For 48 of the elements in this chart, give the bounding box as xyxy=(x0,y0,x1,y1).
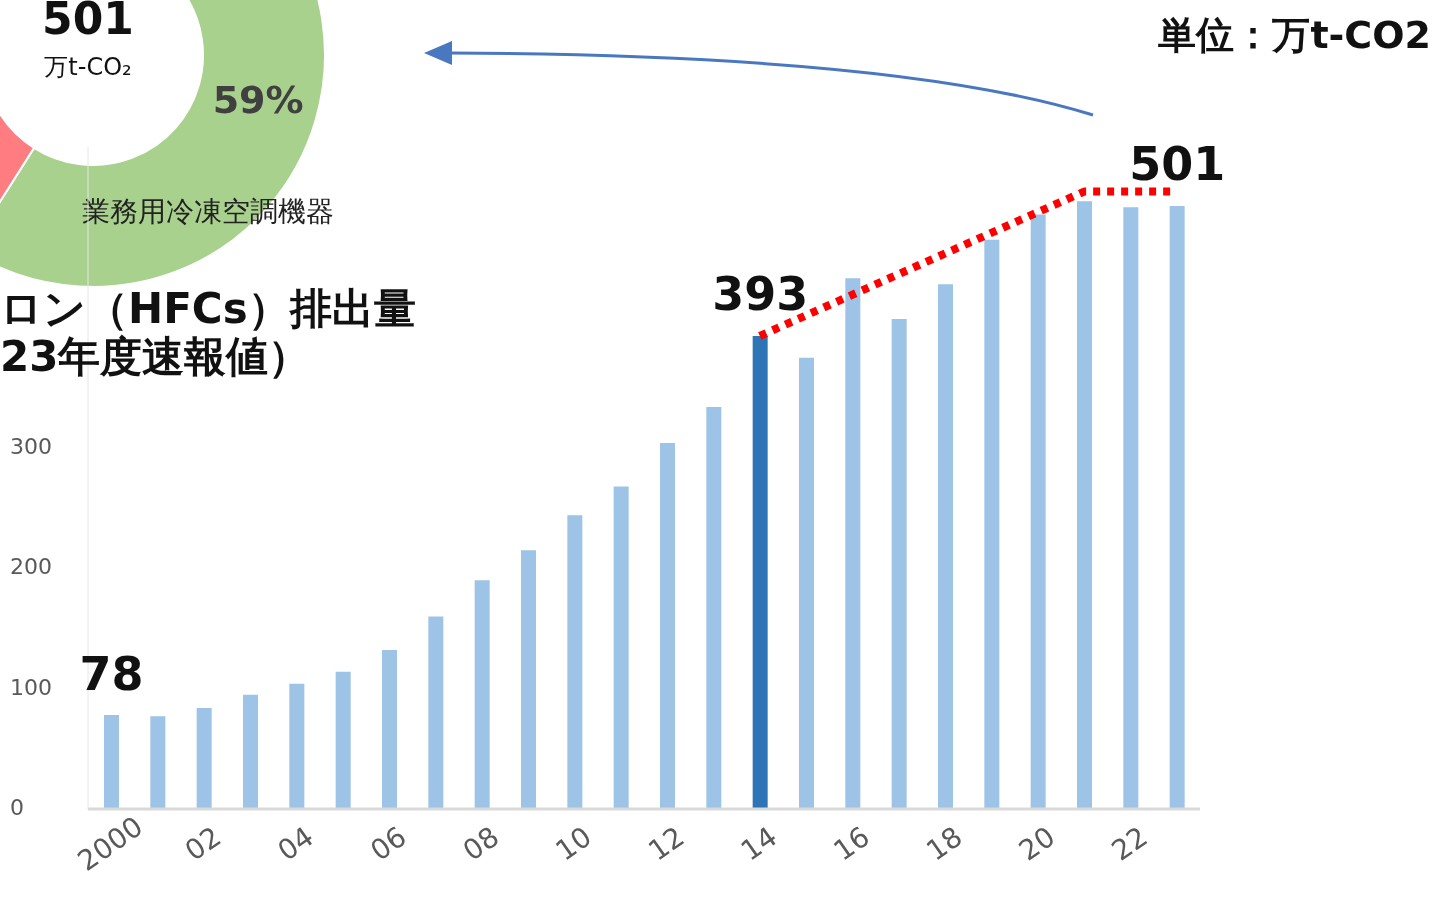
x-tick-label: 10 xyxy=(549,820,598,868)
bar xyxy=(428,616,444,809)
bar xyxy=(1030,214,1046,809)
data-label: 78 xyxy=(79,646,144,701)
text: ロン（HFCs）排出量 23年度速報値） xyxy=(0,284,416,381)
x-tick-label: 18 xyxy=(920,820,969,868)
x-tick-label: 14 xyxy=(734,820,784,868)
bar xyxy=(104,715,119,809)
data-label: 59% xyxy=(212,78,304,123)
slice-label: 業務用冷凍空調機器 xyxy=(82,194,335,228)
bar xyxy=(335,671,351,809)
data-label: 393 xyxy=(712,267,809,322)
x-tick-label: 04 xyxy=(271,820,320,868)
text: 501 xyxy=(42,0,134,44)
y-tick-label: 100 xyxy=(10,674,52,700)
bar xyxy=(521,550,536,809)
x-tick-label: 06 xyxy=(364,820,413,868)
x-tick-label: 22 xyxy=(1105,820,1154,868)
x-tick-label: 08 xyxy=(456,820,506,868)
bar xyxy=(938,284,953,809)
bar xyxy=(196,707,212,809)
text: 単位：万t-CO2 xyxy=(1158,12,1431,59)
bar xyxy=(845,278,861,809)
bar xyxy=(613,486,629,809)
bar xyxy=(706,406,722,809)
y-tick-label: 0 xyxy=(10,795,24,820)
bar xyxy=(382,650,397,809)
bar xyxy=(150,716,166,809)
y-tick-label: 200 xyxy=(10,554,52,580)
bar xyxy=(1169,205,1185,809)
bar xyxy=(1123,207,1139,809)
x-tick-label: 20 xyxy=(1012,820,1062,868)
bar xyxy=(752,335,768,809)
data-label: 501 xyxy=(1129,137,1226,192)
text: 万t-CO₂ xyxy=(44,53,132,81)
bar xyxy=(891,319,907,809)
bar xyxy=(474,580,490,809)
x-tick-label: 12 xyxy=(642,820,691,868)
bar xyxy=(799,357,814,809)
bar xyxy=(567,515,583,809)
y-tick-label: 300 xyxy=(10,433,52,459)
x-tick-label: 16 xyxy=(827,820,876,868)
bar xyxy=(1077,201,1092,809)
x-tick-label: 02 xyxy=(178,820,228,868)
bar xyxy=(289,683,305,809)
bar xyxy=(984,239,1000,809)
bar xyxy=(660,443,675,809)
bar xyxy=(243,694,258,809)
